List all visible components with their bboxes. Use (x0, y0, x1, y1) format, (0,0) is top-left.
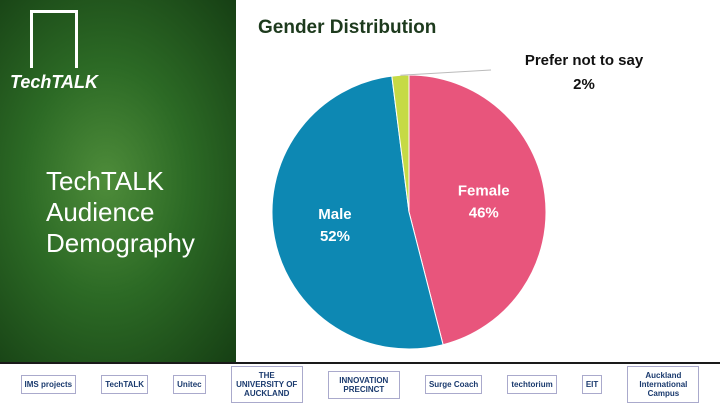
partner-logo: Unitec (173, 375, 206, 394)
side-panel: TechTALK TechTALK Audience Demography (0, 0, 236, 362)
partner-logo: IMS projects (20, 375, 77, 394)
chart: Gender Distribution Female 46% Male 52% Pref… (258, 17, 644, 350)
logo-strip: IMS projects TechTALK Unitec THE UNIVERSITY… (0, 362, 720, 405)
slide-title: TechTALK Audience Demography (46, 166, 195, 258)
partner-logo: techtorium (507, 375, 557, 394)
leader-line (400, 69, 492, 76)
slice-label: Female (458, 183, 510, 200)
partner-logo: Auckland International Campus (627, 366, 700, 403)
pie-slice (408, 74, 547, 346)
partner-logo: INNOVATION PRECINCT (327, 370, 400, 399)
partner-logo: Surge Coach (424, 375, 483, 394)
logo-mark (30, 10, 78, 68)
partner-logo: TechTALK (101, 375, 149, 394)
slice-value: 2% (573, 76, 595, 93)
logo: TechTALK (10, 72, 98, 92)
slice-value: 52% (320, 228, 350, 245)
slice-label: Male (318, 206, 351, 223)
partner-logo: EIT (581, 375, 603, 394)
chart-title: Gender Distribution (258, 17, 436, 38)
partner-logo: THE UNIVERSITY OF AUCKLAND (230, 366, 303, 403)
slice-value: 46% (469, 205, 499, 222)
slice-label: Prefer not to say (525, 52, 644, 69)
